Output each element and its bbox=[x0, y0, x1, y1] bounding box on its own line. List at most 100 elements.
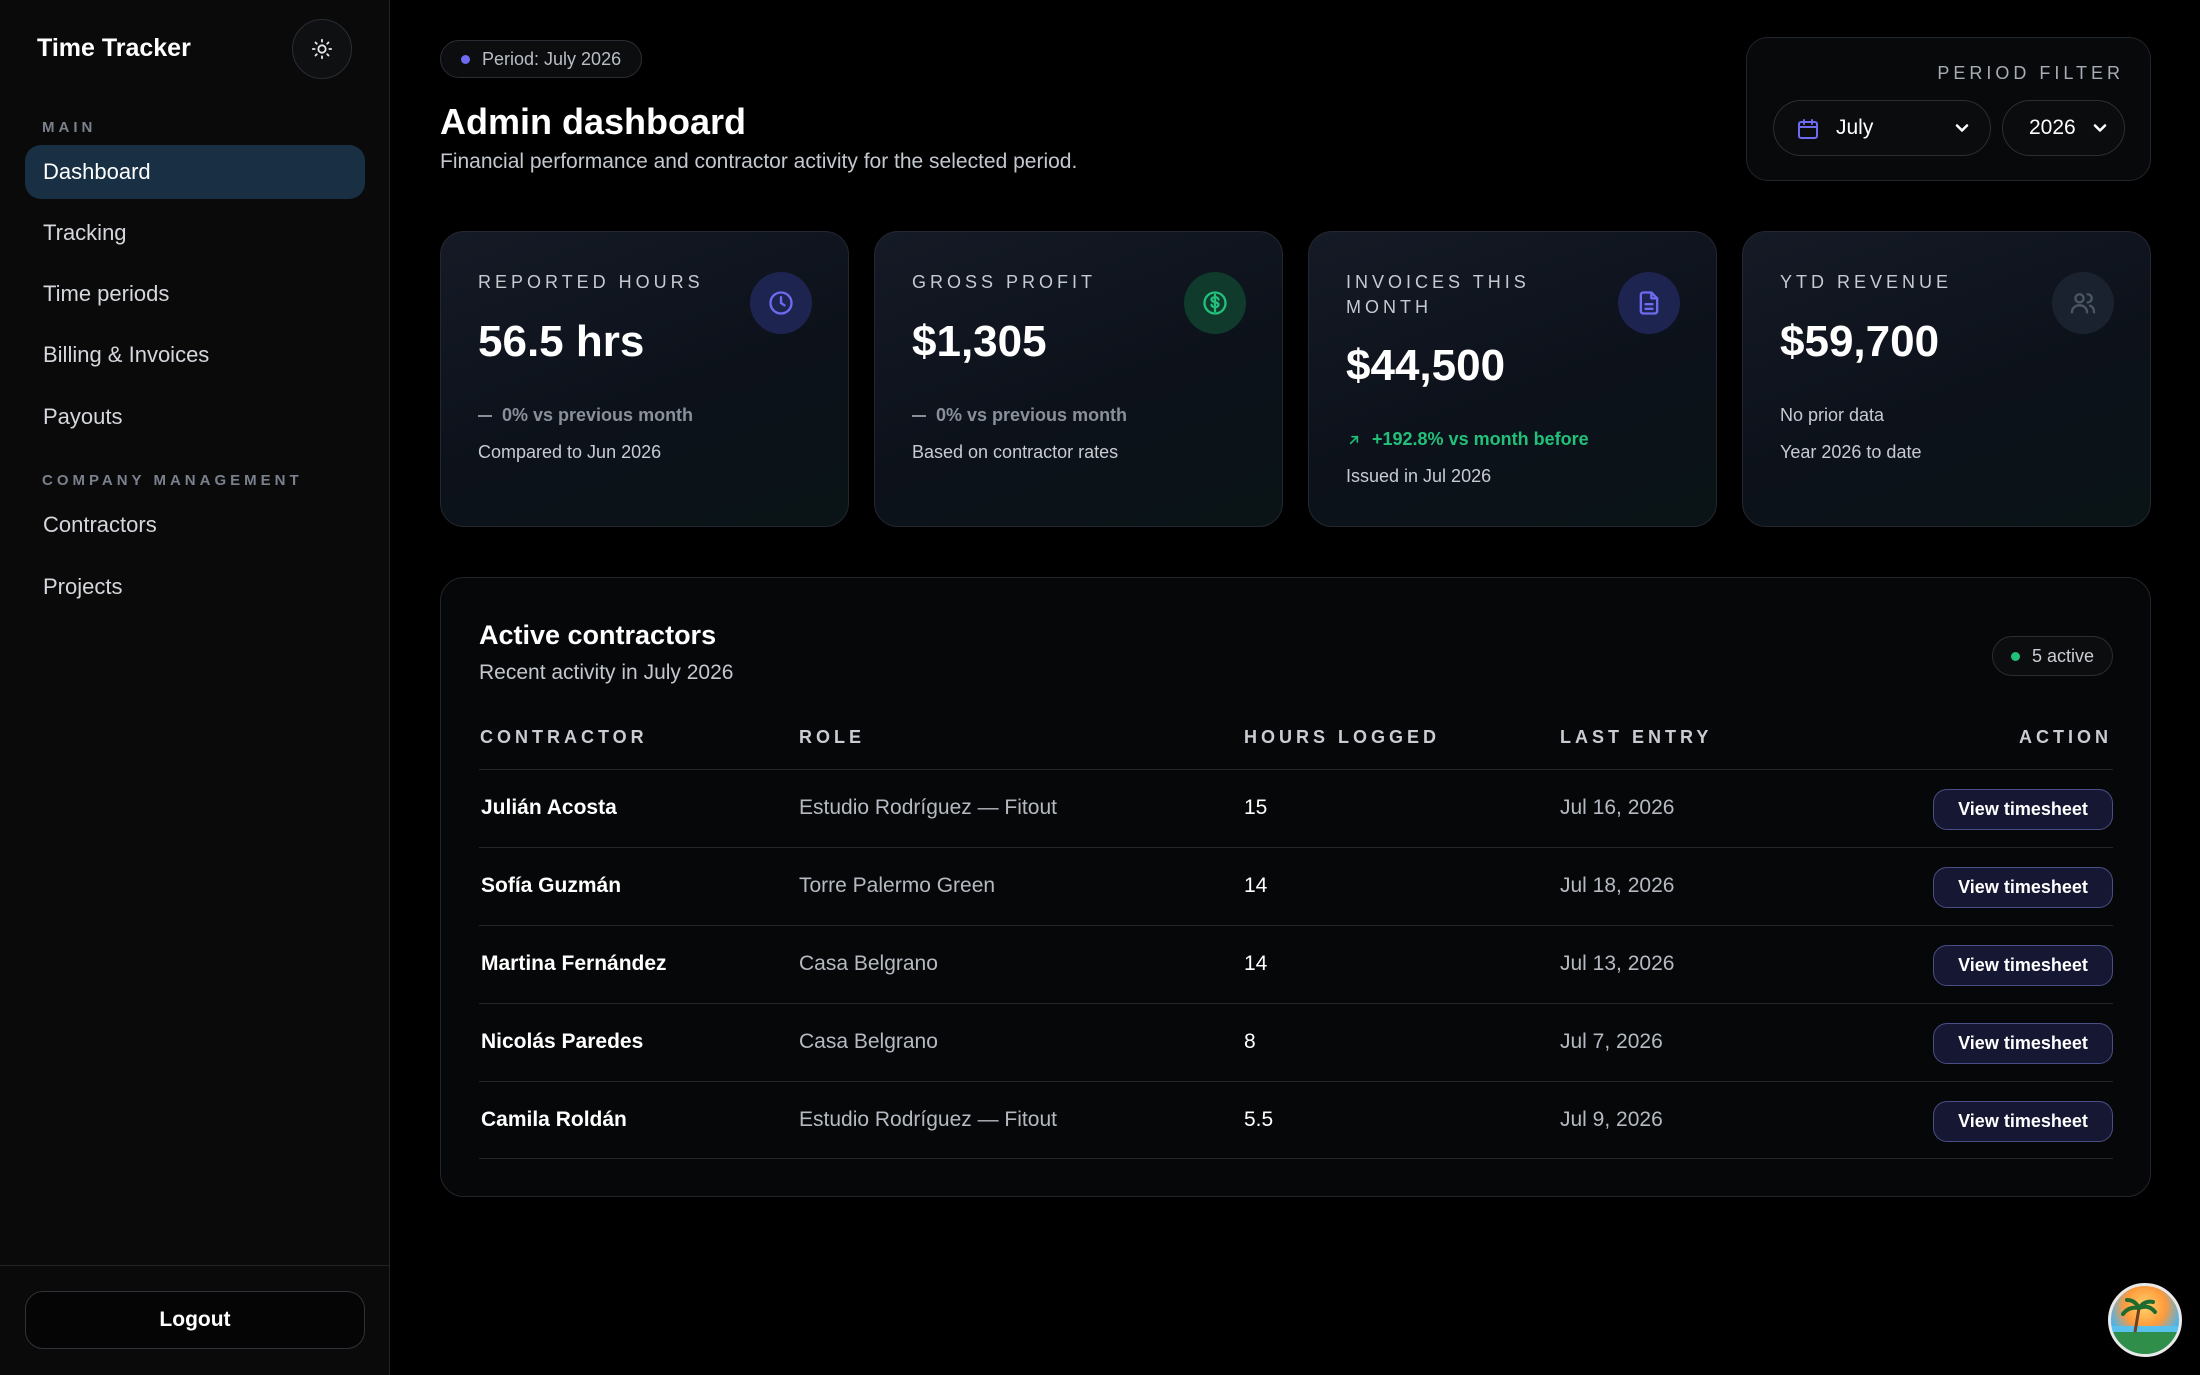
column-header-role: ROLE bbox=[799, 727, 866, 747]
contractor-name: Martina Fernández bbox=[481, 952, 667, 975]
contractor-role: Estudio Rodríguez — Fitout bbox=[799, 1108, 1057, 1131]
dollar-icon bbox=[1184, 272, 1246, 334]
dash-icon bbox=[912, 414, 926, 417]
contractor-role: Estudio Rodríguez — Fitout bbox=[799, 796, 1057, 819]
card-trend-text: 0% vs previous month bbox=[936, 405, 1128, 425]
sidebar-item-payouts[interactable]: Payouts bbox=[43, 404, 123, 429]
sidebar-item-projects[interactable]: Projects bbox=[43, 574, 123, 599]
view-timesheet-button[interactable]: View timesheet bbox=[1933, 789, 2113, 830]
sidebar-item-billing[interactable]: Billing & Invoices bbox=[43, 342, 210, 367]
document-icon bbox=[1618, 272, 1680, 334]
dash-icon bbox=[478, 414, 492, 417]
contractor-last-entry: Jul 7, 2026 bbox=[1560, 1030, 1663, 1053]
chevron-down-icon bbox=[2093, 124, 2107, 132]
card-value: $59,700 bbox=[1780, 317, 1940, 366]
contractor-role: Casa Belgrano bbox=[799, 1030, 938, 1053]
table-row: Camila Roldán Estudio Rodríguez — Fitout… bbox=[479, 1081, 2113, 1159]
card-label: INVOICES THIS MONTH bbox=[1346, 272, 1530, 317]
chevron-down-icon bbox=[1955, 124, 1969, 132]
column-header-action: ACTION bbox=[2019, 727, 2112, 747]
status-dot-icon bbox=[2010, 651, 2020, 661]
period-pill: Period: July 2026 bbox=[440, 40, 643, 78]
contractor-name: Sofía Guzmán bbox=[481, 874, 622, 897]
brand-title: Time Tracker bbox=[37, 34, 191, 62]
sidebar-item-dashboard[interactable]: Dashboard bbox=[25, 145, 365, 199]
card-value: 56.5 hrs bbox=[478, 317, 645, 366]
card-label: YTD REVENUE bbox=[1780, 272, 1953, 292]
card-note: Based on contractor rates bbox=[912, 442, 1119, 462]
contractor-name: Camila Roldán bbox=[481, 1108, 627, 1131]
card-label: GROSS PROFIT bbox=[912, 272, 1097, 292]
contractor-hours: 5.5 bbox=[1244, 1108, 1274, 1131]
sidebar-item-time-periods[interactable]: Time periods bbox=[43, 281, 170, 306]
month-select[interactable]: July bbox=[1773, 100, 1991, 156]
stat-card-ytd-revenue: YTD REVENUE $59,700 No prior data Year 2… bbox=[1742, 231, 2151, 527]
month-select-value: July bbox=[1836, 116, 1874, 139]
sidebar-item-tracking[interactable]: Tracking bbox=[43, 220, 127, 245]
period-dot-icon bbox=[461, 54, 470, 64]
page-subtitle: Financial performance and contractor act… bbox=[440, 150, 1078, 173]
period-filter-panel: PERIOD FILTER July 2026 bbox=[1746, 37, 2151, 181]
view-timesheet-button[interactable]: View timesheet bbox=[1933, 867, 2113, 908]
page-title: Admin dashboard bbox=[440, 101, 747, 142]
contractor-hours: 15 bbox=[1244, 796, 1268, 819]
card-note: Issued in Jul 2026 bbox=[1346, 466, 1492, 486]
card-trend-text: No prior data bbox=[1780, 405, 1885, 425]
card-trend: 0% vs previous month bbox=[478, 405, 693, 426]
active-count-badge: 5 active bbox=[1991, 636, 2113, 676]
contractor-hours: 14 bbox=[1244, 874, 1268, 897]
table-row: Sofía Guzmán Torre Palermo Green 14 Jul … bbox=[479, 847, 2113, 925]
contractor-last-entry: Jul 18, 2026 bbox=[1560, 874, 1675, 897]
table-row: Nicolás Paredes Casa Belgrano 8 Jul 7, 2… bbox=[479, 1003, 2113, 1081]
card-note: Year 2026 to date bbox=[1780, 442, 1922, 462]
card-value: $44,500 bbox=[1346, 341, 1506, 390]
stat-card-reported-hours: REPORTED HOURS 56.5 hrs 0% vs previous m… bbox=[440, 231, 849, 527]
palm-beach-icon bbox=[2111, 1298, 2179, 1354]
contractor-role: Casa Belgrano bbox=[799, 952, 938, 975]
contractor-name: Julián Acosta bbox=[481, 796, 617, 819]
contractor-last-entry: Jul 13, 2026 bbox=[1560, 952, 1675, 975]
contractor-name: Nicolás Paredes bbox=[481, 1030, 644, 1053]
stat-card-invoices: INVOICES THIS MONTH $44,500 +192.8% vs m… bbox=[1308, 231, 1717, 527]
contractor-last-entry: Jul 16, 2026 bbox=[1560, 796, 1675, 819]
period-pill-label: Period: July 2026 bbox=[482, 48, 622, 69]
column-header-contractor: CONTRACTOR bbox=[480, 727, 648, 747]
active-count-label: 5 active bbox=[2031, 645, 2094, 666]
view-timesheet-button[interactable]: View timesheet bbox=[1933, 945, 2113, 986]
contractor-hours: 8 bbox=[1244, 1030, 1256, 1053]
contractor-hours: 14 bbox=[1244, 952, 1268, 975]
card-trend: +192.8% vs month before bbox=[1346, 429, 1589, 450]
stat-card-gross-profit: GROSS PROFIT $1,305 0% vs previous month… bbox=[874, 231, 1283, 527]
column-header-hours: HOURS LOGGED bbox=[1244, 727, 1441, 747]
clock-icon bbox=[750, 272, 812, 334]
card-trend-text: +192.8% vs month before bbox=[1372, 429, 1589, 449]
user-avatar[interactable] bbox=[2108, 1283, 2182, 1357]
card-label: REPORTED HOURS bbox=[478, 272, 704, 292]
year-select-value: 2026 bbox=[2029, 116, 2076, 139]
nav-section-main: MAIN bbox=[42, 119, 97, 136]
nav-section-company: COMPANY MANAGEMENT bbox=[42, 472, 303, 489]
sidebar-item-contractors[interactable]: Contractors bbox=[43, 512, 157, 537]
sidebar-divider bbox=[0, 1265, 390, 1266]
active-contractors-panel: Active contractors Recent activity in Ju… bbox=[440, 577, 2151, 1197]
logout-button[interactable]: Logout bbox=[25, 1291, 365, 1349]
table-row: Julián Acosta Estudio Rodríguez — Fitout… bbox=[479, 769, 2113, 847]
users-icon bbox=[2052, 272, 2114, 334]
contractor-role: Torre Palermo Green bbox=[799, 874, 996, 897]
contractor-last-entry: Jul 9, 2026 bbox=[1560, 1108, 1663, 1131]
card-trend: 0% vs previous month bbox=[912, 405, 1127, 426]
card-value: $1,305 bbox=[912, 317, 1047, 366]
theme-toggle-button[interactable] bbox=[292, 19, 352, 79]
card-note: Compared to Jun 2026 bbox=[478, 442, 662, 462]
sun-icon bbox=[311, 38, 333, 60]
arrow-up-right-icon bbox=[1349, 435, 1359, 444]
panel-subtitle: Recent activity in July 2026 bbox=[479, 661, 734, 684]
calendar-icon bbox=[1798, 119, 1818, 139]
year-select[interactable]: 2026 bbox=[2002, 100, 2125, 156]
sidebar: Time Tracker MAIN Dashboard Tracking Tim… bbox=[0, 0, 390, 1375]
table-row: Martina Fernández Casa Belgrano 14 Jul 1… bbox=[479, 925, 2113, 1003]
view-timesheet-button[interactable]: View timesheet bbox=[1933, 1101, 2113, 1142]
view-timesheet-button[interactable]: View timesheet bbox=[1933, 1023, 2113, 1064]
column-header-last-entry: LAST ENTRY bbox=[1560, 727, 1713, 747]
